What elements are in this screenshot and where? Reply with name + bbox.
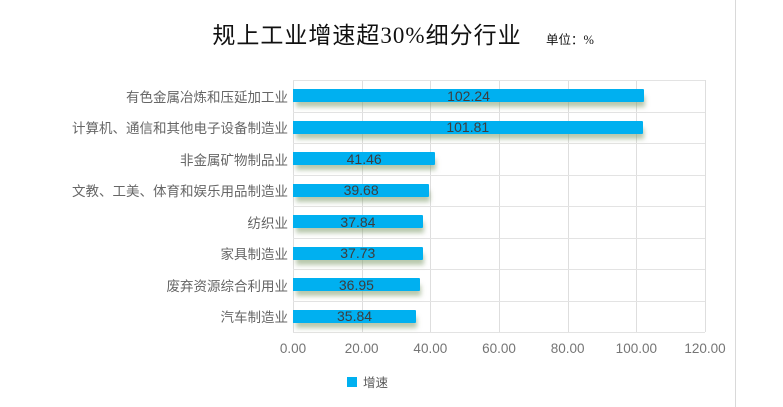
gridline-horizontal: [293, 206, 705, 207]
category-label: 废弃资源综合利用业: [166, 278, 289, 294]
gridline-horizontal: [293, 269, 705, 270]
bar-value-label: 37.84: [340, 213, 376, 230]
unit-label: 单位：%: [546, 33, 594, 47]
bar-value-label: 101.81: [446, 119, 490, 136]
bar-文教、工美、体育和娱乐用品制造业: [293, 183, 430, 197]
bar-汽车制造业: [293, 309, 417, 323]
page-edge-line: [735, 0, 736, 407]
bar-value-label: 35.84: [336, 308, 373, 325]
x-axis-tick-label: 0.00: [279, 341, 307, 356]
plot-area: 102.24 101.81 41.46 39.68 37.84 37.73 36.95 35.…: [293, 80, 706, 333]
gridline-horizontal: [293, 80, 705, 81]
legend: 增速: [0, 372, 735, 391]
bar-有色金属冶炼和压延加工业: [293, 89, 645, 103]
gridline-horizontal: [293, 332, 705, 333]
legend-swatch-icon: [346, 376, 357, 387]
category-label: 计算机、通信和其他电子设备制造业: [72, 121, 288, 137]
category-label: 文教、工美、体育和娱乐用品制造业: [72, 184, 288, 200]
gridline-horizontal: [293, 174, 705, 176]
bar-计算机、通信和其他电子设备制造业: [293, 120, 643, 134]
gridline-horizontal: [293, 111, 705, 113]
bar-废弃资源综合利用业: [293, 278, 420, 292]
x-axis-tick-label: 40.00: [413, 341, 448, 356]
bar-value-label: 36.95: [338, 276, 374, 293]
x-axis-tick-label: 120.00: [684, 341, 726, 356]
x-axis-tick-label: 80.00: [550, 341, 585, 356]
gridline-horizontal: [293, 300, 705, 302]
bar-value-label: 102.24: [447, 87, 490, 104]
gridline-horizontal: [293, 237, 705, 239]
gridline-vertical: [705, 80, 706, 332]
category-label: 纺织业: [247, 215, 289, 231]
category-label: 家具制造业: [220, 247, 289, 263]
chart-title: 规上工业增速超30%细分行业: [212, 23, 522, 48]
category-label: 汽车制造业: [220, 310, 289, 326]
x-axis-tick-label: 20.00: [344, 341, 379, 356]
legend-label: 增速: [362, 376, 388, 390]
bar-家具制造业: [293, 246, 423, 260]
x-axis-tick-label: 100.00: [615, 341, 657, 356]
x-axis-tick-label: 60.00: [482, 341, 516, 356]
bar-非金属矿物制品业: [293, 152, 436, 166]
bar-value-label: 37.73: [340, 245, 376, 262]
category-label: 非金属矿物制品业: [180, 152, 288, 168]
bar-纺织业: [293, 215, 423, 229]
gridline-horizontal: [293, 143, 705, 144]
bar-value-label: 39.68: [343, 182, 379, 199]
bar-value-label: 41.46: [346, 150, 382, 167]
category-label: 有色金属冶炼和压延加工业: [126, 89, 288, 105]
